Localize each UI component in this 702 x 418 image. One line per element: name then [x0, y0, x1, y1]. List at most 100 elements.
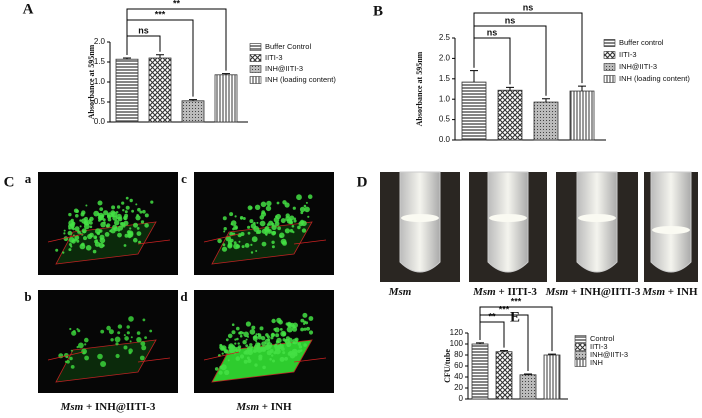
caption-italic: Msm	[545, 286, 569, 298]
legend-swatch	[574, 359, 587, 367]
caption-rest: + IITI-3	[496, 286, 538, 298]
biofilm-speck	[297, 349, 301, 353]
biofilm-speck	[117, 216, 123, 222]
biofilm-speck	[306, 326, 310, 331]
biofilm-speck	[63, 236, 69, 242]
biofilm-speck	[249, 343, 253, 347]
legend-swatch	[603, 63, 616, 71]
tube	[650, 171, 692, 273]
biofilm-speck	[63, 229, 66, 232]
bar	[471, 343, 489, 400]
biofilm-speck	[304, 206, 310, 213]
biofilm-speck	[255, 250, 258, 252]
biofilm-speck	[260, 336, 266, 341]
error-bar	[222, 73, 230, 75]
biofilm-speck	[257, 333, 262, 337]
biofilm-speck	[292, 326, 298, 332]
biofilm-speck	[260, 201, 267, 208]
tube-caption: Msm	[388, 286, 412, 298]
axis-line	[137, 357, 171, 363]
image-tag: b	[24, 289, 31, 304]
error-bar	[506, 86, 514, 91]
biofilm-speck	[296, 194, 302, 201]
biofilm-speck	[303, 327, 307, 331]
biofilm-speck	[144, 223, 149, 228]
y-tick-label: 1.5	[439, 74, 451, 83]
biofilm-speck	[142, 209, 146, 214]
biofilm-speck	[85, 245, 92, 251]
biofilm-speck	[136, 231, 142, 237]
biofilm-speck	[237, 233, 242, 238]
biofilm-speck	[237, 342, 240, 345]
biofilm-speck	[70, 245, 73, 248]
biofilm-speck	[94, 236, 97, 239]
legend-swatch	[249, 65, 262, 73]
biofilm-speck	[125, 196, 129, 200]
caption-rest: + INH	[259, 401, 292, 413]
legend-swatch	[574, 343, 587, 351]
biofilm-speck	[249, 219, 254, 224]
biofilm-speck	[78, 342, 84, 349]
legend-swatch	[574, 351, 587, 359]
biofilm-speck	[290, 221, 294, 224]
biofilm-speck	[273, 217, 280, 223]
biofilm-speck	[227, 359, 230, 362]
biofilm-speck	[251, 346, 254, 349]
y-tick-label: 20	[454, 383, 463, 392]
significance-label: **	[173, 0, 181, 8]
biofilm-speck	[259, 326, 264, 331]
biofilm-speck	[82, 230, 86, 234]
significance-label: **	[488, 311, 496, 321]
error-bar	[476, 342, 484, 344]
axis-line	[47, 351, 84, 361]
tube-caption: Msm + INH@IITI-3	[545, 286, 641, 298]
biofilm-speck	[243, 331, 249, 338]
pellicle	[652, 226, 690, 234]
biofilm-speck	[111, 214, 115, 218]
biofilm-speck	[299, 206, 306, 213]
significance-bracket	[126, 8, 227, 71]
biofilm-speck	[251, 236, 258, 243]
bar	[519, 374, 537, 400]
panel-label: D	[357, 174, 368, 190]
biofilm-speck	[282, 332, 286, 337]
legend-label: INH (loading content)	[265, 75, 336, 84]
legend-swatch	[249, 54, 262, 62]
biofilm-speck	[122, 209, 125, 212]
biofilm-speck	[117, 232, 122, 238]
biofilm-speck	[287, 344, 290, 348]
biofilm-speck	[129, 227, 132, 230]
error-bar	[524, 373, 532, 375]
biofilm-speck	[69, 356, 73, 361]
biofilm-speck	[107, 214, 111, 218]
biofilm-speck	[68, 248, 72, 252]
biofilm-speck	[97, 353, 103, 360]
biofilm-speck	[234, 342, 237, 345]
bar	[214, 74, 238, 123]
biofilm-speck	[236, 326, 240, 331]
biofilm-speck	[68, 243, 72, 246]
biofilm-speck	[265, 233, 268, 236]
significance-bracket	[473, 37, 511, 85]
y-tick-label: 80	[454, 350, 463, 359]
caption-rest: + INH@IITI-3	[83, 401, 156, 413]
biofilm-speck	[221, 246, 228, 252]
biofilm-speck	[72, 227, 75, 231]
biofilm-speck	[279, 356, 285, 362]
bar	[543, 354, 561, 400]
biofilm-speck	[227, 240, 232, 245]
biofilm-speck	[303, 204, 307, 208]
biofilm-speck	[80, 212, 85, 217]
biofilm-speck	[79, 225, 82, 228]
biofilm-speck	[297, 225, 301, 230]
biofilm-speck	[66, 360, 70, 364]
biofilm-speck	[136, 227, 140, 230]
biofilm-speck	[251, 325, 256, 330]
caption-italic: Msm	[472, 286, 496, 298]
biofilm-speck	[235, 346, 241, 353]
biofilm-speck	[114, 220, 120, 226]
biofilm-speck	[235, 244, 241, 249]
biofilm-speck	[258, 354, 263, 359]
biofilm-speck	[223, 230, 226, 233]
biofilm-speck	[280, 238, 287, 245]
